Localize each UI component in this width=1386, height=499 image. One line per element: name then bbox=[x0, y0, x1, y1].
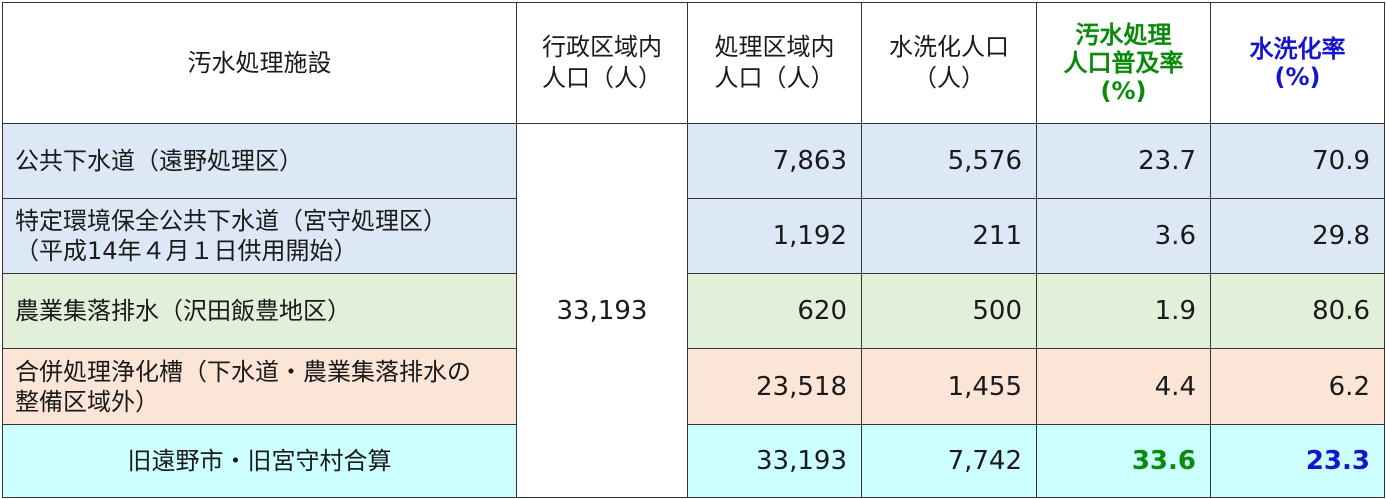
table-row: 合併処理浄化槽（下水道・農業集落排水の 整備区域外） 23,518 1,455 … bbox=[2, 348, 1385, 425]
total-name: 旧遠野市・旧宮守村合算 bbox=[2, 424, 517, 498]
header-sewage-rate-line2: 人口普及率 bbox=[1063, 49, 1184, 77]
total-name-label: 旧遠野市・旧宮守村合算 bbox=[127, 447, 392, 475]
facility-name-line: （平成14年４月１日供用開始） bbox=[15, 237, 358, 265]
table-row: 農業集落排水（沢田飯豊地区） 620 500 1.9 80.6 bbox=[2, 273, 1385, 349]
treatment-population: 7,863 bbox=[687, 123, 862, 199]
facility-name-line: 整備区域外） bbox=[15, 387, 159, 416]
header-row: 汚水処理施設 行政区域内 人口（人） 処理区域内 人口（人） 水洗化人口 （人）… bbox=[2, 2, 1385, 124]
facility-name: 公共下水道（遠野処理区） bbox=[2, 123, 517, 199]
facility-name: 農業集落排水（沢田飯豊地区） bbox=[2, 273, 517, 349]
treatment-population: 33,193 bbox=[687, 424, 862, 498]
header-flush-rate: 水洗化率 (%) bbox=[1210, 2, 1385, 124]
header-admin-population-line2: 人口（人） bbox=[542, 64, 662, 92]
flush-population: 5,576 bbox=[861, 123, 1037, 199]
treatment-population: 23,518 bbox=[687, 348, 862, 425]
header-facility-label: 汚水処理施設 bbox=[187, 48, 332, 77]
header-flush-population: 水洗化人口 （人） bbox=[861, 2, 1037, 124]
flush-rate: 6.2 bbox=[1210, 348, 1385, 425]
sewage-rate: 23.7 bbox=[1036, 123, 1211, 199]
header-treatment-population-line2: 人口（人） bbox=[714, 64, 835, 92]
header-sewage-rate: 汚水処理 人口普及率 (%) bbox=[1036, 2, 1211, 124]
header-treatment-population-line1: 処理区域内 bbox=[714, 33, 835, 61]
sewage-rate: 3.6 bbox=[1036, 198, 1211, 274]
flush-rate: 70.9 bbox=[1210, 123, 1385, 199]
flush-population: 500 bbox=[861, 273, 1037, 349]
facility-name-line: 農業集落排水（沢田飯豊地区） bbox=[15, 297, 351, 325]
header-facility: 汚水処理施設 bbox=[2, 2, 517, 124]
flush-rate: 23.3 bbox=[1210, 424, 1385, 498]
header-flush-population-line2: （人） bbox=[913, 64, 985, 92]
total-row: 旧遠野市・旧宮守村合算 33,193 7,742 33.6 23.3 bbox=[2, 424, 1385, 498]
header-flush-rate-line2: (%) bbox=[1274, 63, 1321, 91]
admin-population-value: 33,193 bbox=[556, 295, 648, 326]
flush-rate: 29.8 bbox=[1210, 198, 1385, 274]
treatment-population: 1,192 bbox=[687, 198, 862, 274]
header-sewage-rate-line1: 汚水処理 bbox=[1075, 21, 1172, 49]
treatment-population: 620 bbox=[687, 273, 862, 349]
facility-name-line: 公共下水道（遠野処理区） bbox=[15, 147, 303, 175]
sewage-rate: 1.9 bbox=[1036, 273, 1211, 349]
header-treatment-population: 処理区域内 人口（人） bbox=[687, 2, 862, 124]
flush-rate: 80.6 bbox=[1210, 273, 1385, 349]
table-row: 公共下水道（遠野処理区） 33,193 7,863 5,576 23.7 70.… bbox=[2, 123, 1385, 498]
facility-name-line: 特定環境保全公共下水道（宮守処理区） bbox=[15, 207, 447, 235]
flush-population: 7,742 bbox=[861, 424, 1037, 498]
flush-population: 211 bbox=[861, 198, 1037, 274]
header-admin-population-line1: 行政区域内 bbox=[542, 33, 662, 61]
header-flush-rate-line1: 水洗化率 bbox=[1249, 35, 1346, 63]
header-flush-population-line1: 水洗化人口 bbox=[889, 33, 1009, 61]
sewage-rate: 33.6 bbox=[1036, 424, 1211, 498]
facility-name-line: 合併処理浄化槽（下水道・農業集落排水の bbox=[15, 357, 471, 386]
facility-name: 合併処理浄化槽（下水道・農業集落排水の 整備区域外） bbox=[2, 348, 517, 425]
table-row: 特定環境保全公共下水道（宮守処理区） （平成14年４月１日供用開始） 1,192… bbox=[2, 198, 1385, 274]
header-sewage-rate-line3: (%) bbox=[1100, 77, 1147, 105]
header-admin-population: 行政区域内 人口（人） bbox=[516, 2, 688, 124]
facility-name: 特定環境保全公共下水道（宮守処理区） （平成14年４月１日供用開始） bbox=[2, 198, 517, 274]
admin-population-cell: 33,193 bbox=[516, 123, 688, 498]
sewage-rate: 4.4 bbox=[1036, 348, 1211, 425]
flush-population: 1,455 bbox=[861, 348, 1037, 425]
